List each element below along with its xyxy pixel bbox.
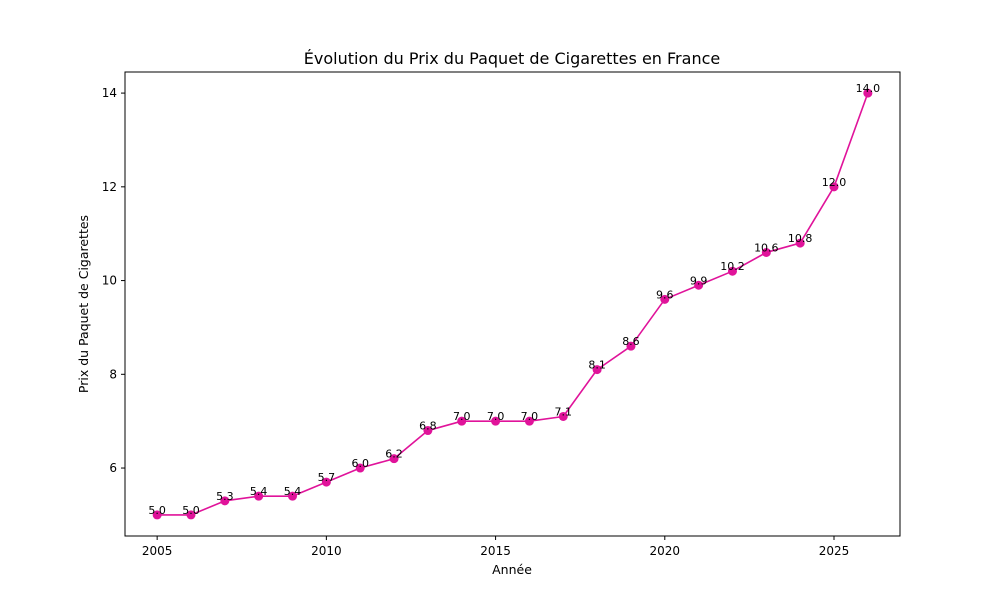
- data-point: [761, 247, 771, 257]
- data-point: [423, 426, 433, 436]
- data-label: 6.0: [351, 457, 369, 470]
- data-label: 5.3: [216, 490, 234, 503]
- y-tick-label: 6: [109, 461, 117, 475]
- data-label: 10.2: [720, 260, 745, 273]
- data-point: [863, 88, 873, 98]
- data-point: [186, 510, 196, 520]
- x-tick-label: 2020: [650, 544, 681, 558]
- data-label: 8.1: [588, 359, 606, 372]
- data-label: 9.6: [656, 288, 674, 301]
- data-label: 5.0: [182, 504, 200, 517]
- x-tick-label: 2015: [480, 544, 511, 558]
- x-axis-label: Année: [492, 562, 532, 577]
- data-label: 10.8: [788, 232, 813, 245]
- data-label: 5.4: [250, 485, 268, 498]
- data-point: [321, 477, 331, 487]
- data-point: [457, 416, 467, 426]
- data-point: [524, 416, 534, 426]
- data-point: [389, 454, 399, 464]
- data-label: 5.0: [148, 504, 166, 517]
- data-point: [727, 266, 737, 276]
- data-point: [220, 496, 230, 506]
- data-label: 5.7: [318, 471, 336, 484]
- data-point: [660, 294, 670, 304]
- x-tick-label: 2010: [311, 544, 342, 558]
- data-point: [288, 491, 298, 501]
- data-point: [829, 182, 839, 192]
- data-label: 12.0: [822, 176, 847, 189]
- y-tick-label: 14: [102, 86, 117, 100]
- data-label: 5.4: [284, 485, 302, 498]
- x-tick-label: 2025: [819, 544, 850, 558]
- y-axis: 6 8 10 12 14: [102, 86, 125, 475]
- x-axis: 2005 2010 2015 2020 2025: [142, 536, 849, 558]
- y-tick-label: 10: [102, 274, 117, 288]
- data-label: 7.0: [453, 410, 471, 423]
- data-point: [694, 280, 704, 290]
- series-layer: 5.0 5.0 5.3 5.4 5.4 5.7 6.0 6.2 6.8 7.0 7.0 7.0 7.1 8…: [148, 82, 881, 520]
- data-label: 10.6: [754, 241, 779, 254]
- data-label: 6.2: [385, 448, 403, 461]
- chart-title: Évolution du Prix du Paquet de Cigarette…: [304, 49, 720, 68]
- x-tick-label: 2005: [142, 544, 173, 558]
- data-point: [592, 365, 602, 375]
- y-tick-label: 8: [109, 367, 117, 381]
- y-axis-label: Prix du Paquet de Cigarettes: [76, 215, 91, 393]
- data-label: 7.0: [521, 410, 539, 423]
- data-point: [491, 416, 501, 426]
- plot-area-frame: [124, 71, 901, 537]
- data-point: [152, 510, 162, 520]
- data-label: 9.9: [690, 274, 708, 287]
- series-line: [157, 92, 869, 516]
- data-point: [626, 341, 636, 351]
- data-label: 7.1: [555, 405, 573, 418]
- data-point: [355, 463, 365, 473]
- data-label: 7.0: [487, 410, 505, 423]
- data-label: 14.0: [856, 82, 881, 95]
- data-label: 8.6: [622, 335, 640, 348]
- data-point: [795, 238, 805, 248]
- data-point: [558, 411, 568, 421]
- data-label: 6.8: [419, 420, 437, 433]
- data-point: [254, 491, 264, 501]
- y-tick-label: 12: [102, 180, 117, 194]
